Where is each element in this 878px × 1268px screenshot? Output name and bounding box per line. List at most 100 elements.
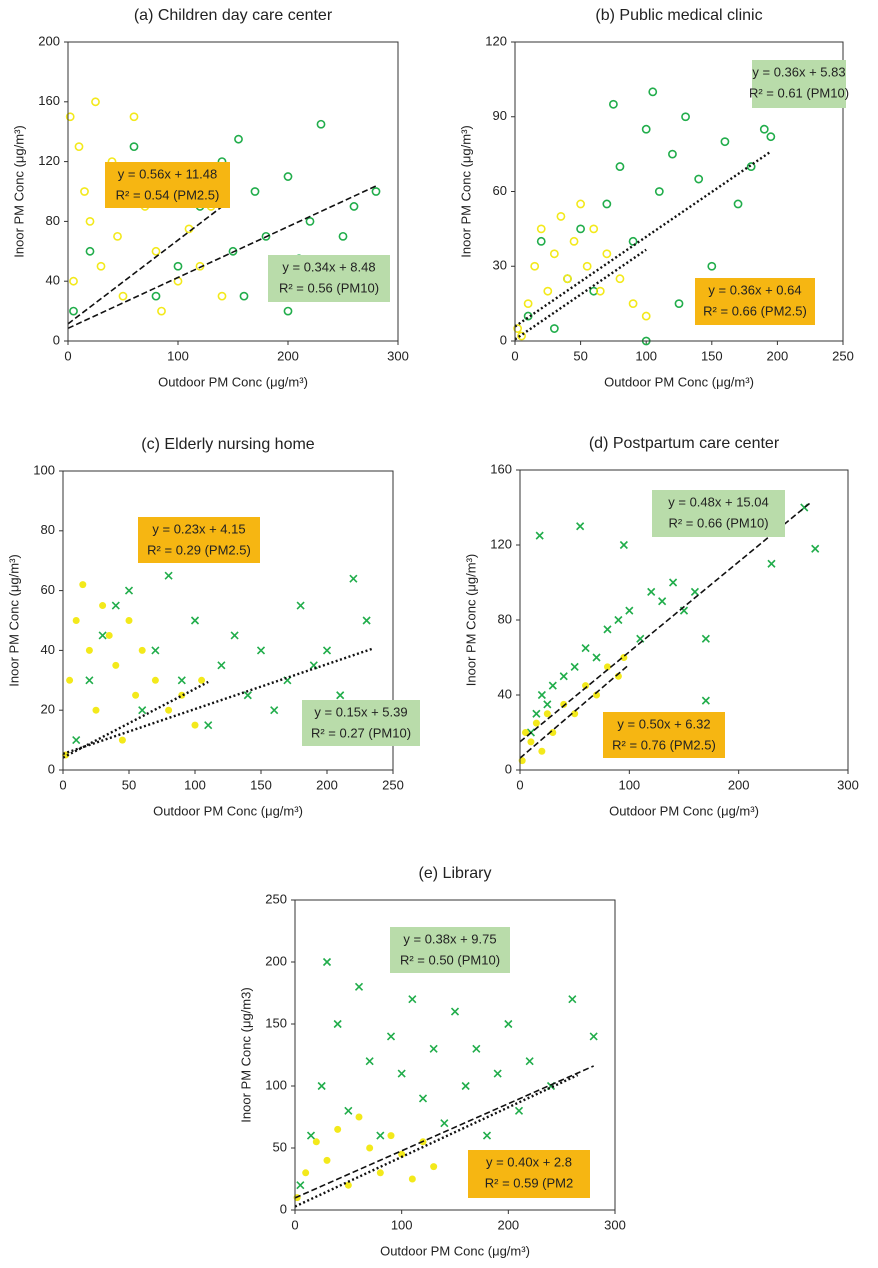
point bbox=[430, 1163, 438, 1171]
point bbox=[72, 736, 81, 745]
point bbox=[602, 199, 612, 209]
point bbox=[532, 719, 540, 727]
x-tick-label: 200 bbox=[767, 348, 789, 363]
point bbox=[513, 324, 523, 333]
point bbox=[344, 1181, 352, 1189]
point bbox=[323, 1156, 331, 1164]
point bbox=[440, 1119, 449, 1128]
point bbox=[641, 124, 651, 134]
annotation-text: R² = 0.56 (PM10) bbox=[279, 280, 379, 295]
point bbox=[767, 559, 776, 568]
point bbox=[124, 586, 134, 595]
y-tick-label: 80 bbox=[46, 213, 60, 228]
point bbox=[603, 663, 611, 671]
point bbox=[165, 706, 173, 714]
trend-line bbox=[519, 502, 811, 743]
x-tick-label: 100 bbox=[635, 348, 657, 363]
trend-line bbox=[67, 205, 223, 325]
annotation-text: y = 0.38x + 9.75 bbox=[403, 931, 496, 946]
x-axis-title: Outdoor PM Conc (μg/m³) bbox=[604, 374, 754, 389]
annotation-text: y = 0.23x + 4.15 bbox=[152, 521, 245, 536]
trend-line bbox=[62, 680, 209, 759]
point bbox=[302, 1169, 310, 1177]
y-tick-label: 250 bbox=[265, 891, 287, 906]
y-tick-label: 40 bbox=[41, 642, 55, 657]
point bbox=[112, 661, 120, 669]
point bbox=[111, 601, 120, 610]
x-tick-label: 150 bbox=[250, 777, 272, 792]
point bbox=[65, 112, 75, 122]
point bbox=[296, 1181, 305, 1190]
point bbox=[74, 142, 84, 152]
point bbox=[72, 617, 80, 624]
point bbox=[548, 681, 557, 690]
point bbox=[296, 601, 305, 610]
point bbox=[85, 646, 93, 654]
annotation-text: R² = 0.66 (PM10) bbox=[668, 515, 768, 530]
point bbox=[576, 224, 585, 234]
x-tick-label: 100 bbox=[618, 777, 640, 792]
point bbox=[690, 587, 699, 596]
point bbox=[536, 224, 546, 234]
point bbox=[569, 236, 579, 246]
y-tick-label: 0 bbox=[53, 332, 60, 347]
point bbox=[113, 231, 122, 241]
plot-frame bbox=[514, 41, 844, 342]
point bbox=[472, 1044, 481, 1053]
point bbox=[549, 249, 559, 259]
y-tick-label: 120 bbox=[490, 536, 512, 551]
point bbox=[85, 216, 95, 226]
point bbox=[365, 1057, 374, 1066]
point bbox=[96, 261, 106, 271]
point bbox=[549, 324, 559, 333]
annotation-text: y = 0.15x + 5.39 bbox=[314, 704, 407, 719]
point bbox=[333, 1019, 342, 1029]
point bbox=[66, 676, 74, 684]
point bbox=[615, 274, 625, 284]
annotation-text: R² = 0.54 (PM2.5) bbox=[116, 187, 220, 202]
trend-line bbox=[514, 150, 772, 328]
point bbox=[628, 299, 638, 309]
point bbox=[668, 149, 677, 159]
point bbox=[746, 162, 756, 171]
point bbox=[118, 291, 128, 301]
point bbox=[164, 571, 173, 580]
annotation-text: R² = 0.66 (PM2.5) bbox=[703, 303, 807, 318]
y-axis-title: Inoor PM Conc (μg/m3) bbox=[238, 987, 253, 1122]
annotation-text: y = 0.50x + 6.32 bbox=[617, 716, 710, 731]
point bbox=[191, 721, 199, 729]
point bbox=[701, 696, 710, 705]
point bbox=[312, 1138, 320, 1146]
point bbox=[560, 700, 568, 708]
annotation-text: y = 0.56x + 11.48 bbox=[118, 166, 218, 181]
point bbox=[669, 578, 678, 587]
point bbox=[138, 646, 146, 654]
point bbox=[602, 249, 612, 259]
annotation-box bbox=[268, 255, 390, 302]
panel: (a) Children day care center 0 100 200 300 0 4… bbox=[11, 7, 408, 389]
y-tick-label: 20 bbox=[41, 702, 55, 717]
annotation-box bbox=[752, 60, 846, 108]
point bbox=[138, 706, 147, 715]
trend-line bbox=[67, 185, 377, 330]
annotation-text: R² = 0.59 (PM2 bbox=[485, 1175, 574, 1190]
point bbox=[625, 606, 634, 615]
y-tick-label: 0 bbox=[505, 761, 512, 776]
point bbox=[532, 709, 541, 718]
x-tick-label: 200 bbox=[316, 777, 338, 792]
point bbox=[85, 676, 94, 685]
y-tick-label: 200 bbox=[38, 33, 60, 48]
point bbox=[654, 187, 664, 196]
annotation-text: R² = 0.76 (PM2.5) bbox=[612, 737, 716, 752]
point bbox=[595, 286, 605, 296]
point bbox=[386, 1032, 396, 1041]
point bbox=[250, 187, 260, 196]
point bbox=[530, 261, 540, 271]
point bbox=[556, 212, 566, 221]
point bbox=[157, 306, 166, 316]
point bbox=[198, 676, 206, 684]
point bbox=[283, 172, 293, 181]
annotation-text: R² = 0.29 (PM2.5) bbox=[147, 542, 251, 557]
point bbox=[543, 286, 553, 296]
x-tick-label: 300 bbox=[387, 348, 409, 363]
